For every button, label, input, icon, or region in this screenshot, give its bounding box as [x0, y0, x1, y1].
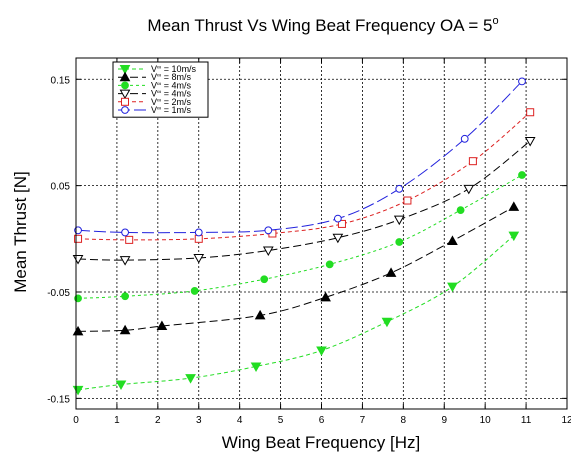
x-tick-label: 12	[561, 415, 571, 426]
series-3	[74, 171, 526, 303]
series-layer	[72, 77, 536, 396]
data-point	[316, 346, 327, 357]
data-point	[121, 292, 129, 301]
data-point	[194, 228, 203, 237]
x-tick-label: 7	[360, 415, 366, 426]
series-line	[77, 235, 515, 391]
data-point	[508, 231, 520, 242]
data-point	[325, 260, 334, 269]
legend: V∞ = 10m/sV∞ = 8m/sV∞ = 4m/sV∞ = 4m/sV∞ …	[112, 61, 209, 118]
x-tick-label: 11	[521, 415, 532, 426]
data-point	[119, 256, 131, 266]
data-point	[526, 108, 535, 117]
grid	[76, 58, 567, 409]
legend-label: V∞ = 1m/s	[151, 105, 192, 115]
x-tick-label: 2	[155, 415, 161, 426]
series-5	[74, 108, 535, 244]
data-point	[456, 206, 465, 215]
data-point	[395, 184, 404, 193]
legend-label: V∞ = 4m/s	[151, 89, 192, 99]
data-point	[333, 214, 342, 223]
chart-title-superscript: o	[492, 15, 498, 27]
data-point	[115, 380, 127, 391]
ticks: 0 1 2 3 4 5 6 7 8 9 10 11 12-0.15-0.050.050.15	[47, 58, 571, 426]
legend-item: V∞ = 10m/s	[118, 64, 197, 75]
x-tick-label: 10	[480, 415, 492, 426]
series-line	[78, 174, 523, 299]
legend-label: V∞ = 8m/s	[151, 72, 192, 82]
data-point	[156, 320, 168, 331]
series-2	[72, 201, 520, 336]
data-point	[320, 291, 331, 302]
data-point	[447, 282, 458, 293]
legend-label: V∞ = 4m/s	[151, 80, 192, 90]
legend-marker	[121, 97, 129, 106]
legend-item: V∞ = 2m/s	[118, 97, 192, 107]
x-tick-label: 9	[441, 415, 447, 426]
data-point	[190, 287, 199, 295]
data-point	[250, 362, 262, 372]
legend-item: V∞ = 4m/s	[118, 80, 192, 90]
legend-marker	[121, 106, 129, 114]
data-point	[518, 77, 526, 86]
x-axis-label: Wing Beat Frequency [Hz]	[222, 433, 420, 452]
data-point	[332, 233, 344, 244]
legend-marker	[121, 81, 129, 90]
data-point	[468, 157, 477, 166]
x-tick-label: 4	[237, 415, 243, 426]
data-point	[185, 374, 196, 384]
data-point	[395, 238, 404, 246]
data-point	[72, 385, 84, 396]
data-point	[121, 228, 129, 237]
data-point	[403, 196, 412, 205]
legend-marker	[119, 65, 131, 75]
data-point	[447, 235, 458, 245]
series-line	[78, 111, 531, 241]
data-point	[518, 171, 526, 179]
data-point	[460, 134, 469, 143]
y-tick-label: -0.05	[47, 288, 70, 299]
x-tick-label: 5	[278, 415, 284, 426]
legend-marker	[119, 89, 131, 100]
data-point	[262, 246, 274, 257]
data-point	[125, 235, 134, 244]
series-4	[72, 136, 536, 266]
data-point	[463, 184, 475, 195]
legend-item: V∞ = 4m/s	[118, 89, 192, 100]
y-tick-label: 0.15	[51, 75, 71, 86]
data-point	[381, 317, 393, 328]
y-tick-label: -0.15	[47, 394, 70, 405]
chart-title: Mean Thrust Vs Wing Beat Frequency OA = …	[147, 15, 498, 35]
data-point	[254, 309, 266, 320]
data-point	[524, 136, 536, 147]
data-point	[264, 226, 273, 235]
data-point	[119, 324, 131, 335]
legend-item: V∞ = 8m/s	[118, 71, 192, 82]
data-point	[260, 275, 269, 284]
data-point	[337, 219, 346, 228]
legend-marker	[119, 71, 131, 82]
legend-label: V∞ = 2m/s	[151, 97, 192, 107]
data-point	[508, 201, 520, 211]
x-tick-label: 6	[319, 415, 325, 426]
series-1	[72, 231, 520, 396]
data-point	[74, 234, 83, 243]
data-point	[385, 267, 397, 277]
x-tick-label: 1	[114, 415, 120, 426]
data-point	[393, 215, 405, 226]
x-tick-label: 3	[196, 415, 202, 426]
y-axis-label: Mean Thrust [N]	[11, 171, 30, 293]
series-6	[74, 77, 526, 237]
legend-label: V∞ = 10m/s	[151, 64, 197, 74]
x-tick-label: 8	[401, 415, 407, 426]
legend-item: V∞ = 1m/s	[118, 105, 192, 115]
y-tick-label: 0.05	[51, 182, 71, 193]
data-point	[193, 253, 205, 264]
data-point	[194, 234, 203, 243]
x-tick-label: 0	[73, 415, 79, 426]
series-line	[78, 206, 515, 332]
series-line	[78, 140, 531, 261]
